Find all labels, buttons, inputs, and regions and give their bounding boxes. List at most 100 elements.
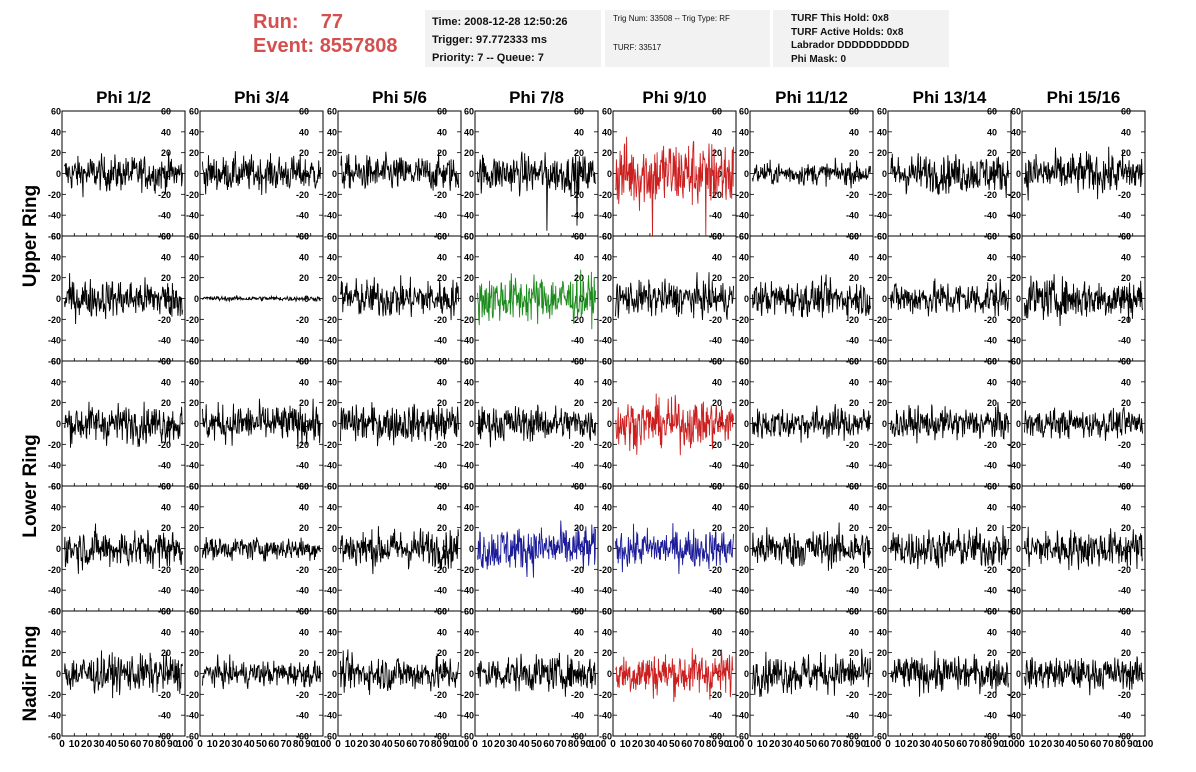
time-text: Time: 2008-12-28 12:50:26: [432, 16, 568, 28]
panel-r5-c7-waveform: [890, 650, 1009, 697]
panel-r2-c1-ylabel-left: 40: [51, 252, 61, 262]
panel-r5-c6-xlabel: 40: [794, 739, 806, 750]
panel-r4-c8-ylabel-right: 0: [1126, 544, 1131, 554]
panel-r3-c6-ylabel-right: -40: [846, 461, 859, 471]
panel-r3-c1-ylabel-left: 60: [51, 357, 61, 367]
panel-r4-c6-ylabel-left: -20: [736, 565, 749, 575]
panel-r2-c6-ylabel-left: 0: [744, 294, 749, 304]
column-header-6: Phi 11/12: [775, 88, 848, 107]
panel-r1-c6-ylabel-left: 20: [739, 148, 749, 158]
panel-r1-c1-ylabel-right: -20: [158, 190, 171, 200]
panel-r2-c1-ylabel-right: 20: [161, 273, 171, 283]
panel-r3-c2-ylabel-right: 60: [299, 357, 309, 367]
panel-r4-c2-ylabel-left: -20: [186, 565, 199, 575]
panel-r4-c4-ylabel-left: -40: [461, 586, 474, 596]
panel-r4-c1-ylabel-right: -20: [158, 565, 171, 575]
panel-r2-c5-ylabel-right: 0: [717, 294, 722, 304]
panel-r5-c4-ylabel-left: 60: [464, 607, 474, 617]
panel-r1-c5-ylabel-right: 20: [712, 148, 722, 158]
panel-r2-c8-ylabel-right: -20: [1118, 315, 1131, 325]
panel-r2-c1-ylabel-left: -60: [48, 357, 61, 367]
panel-r5-c7-ylabel-left: 0: [882, 669, 887, 679]
event-line: Event: 8557808: [253, 34, 418, 58]
panel-r2-c8-ylabel-left: 40: [1011, 252, 1021, 262]
panel-r5-c7-xlabel: 30: [919, 739, 931, 750]
panel-r5-c8-xlabel: 10: [1029, 739, 1041, 750]
panel-r1-c8-ylabel-right: 20: [1121, 148, 1131, 158]
panel-r1-c2-ylabel-right: 20: [299, 148, 309, 158]
panel-r5-c4-xlabel: 70: [556, 739, 568, 750]
panel-r5-c2-xlabel: 40: [244, 739, 256, 750]
panel-r5-c5-ylabel-right: 60: [712, 607, 722, 617]
panel-r5-c4-ylabel-right: 40: [574, 627, 584, 637]
panel-r5-c2-xlabel: 70: [281, 739, 293, 750]
panel-r3-c7-ylabel-left: -20: [874, 440, 887, 450]
panel-r5-c4-ylabel-left: -60: [461, 732, 474, 742]
panel-r3-c7-ylabel-left: 60: [877, 357, 887, 367]
panel-r1-c8-ylabel-left: -60: [1008, 232, 1021, 242]
panel-r4-c1-ylabel-left: -60: [48, 607, 61, 617]
panel-r4-c7-ylabel-left: 20: [877, 523, 887, 533]
panel-r4-c8-ylabel-right: -40: [1118, 586, 1131, 596]
panel-r5-c2-xlabel: 30: [231, 739, 243, 750]
panel-r2-c8-ylabel-right: 20: [1121, 273, 1131, 283]
panel-r5-c6-ylabel-right: 40: [849, 627, 859, 637]
panel-r1-c6-waveform: [752, 157, 871, 189]
panel-r2-c8-ylabel-right: 0: [1126, 294, 1131, 304]
panel-r5-c3-ylabel-left: 0: [332, 669, 337, 679]
panel-r3-c4-ylabel-right: -40: [571, 461, 584, 471]
panel-r2-c1-ylabel-left: -20: [48, 315, 61, 325]
panel-r5-c6-ylabel-right: -60: [846, 732, 859, 742]
panel-r3-c2-ylabel-right: 20: [299, 398, 309, 408]
panel-r4-c3-ylabel-left: 60: [327, 482, 337, 492]
panel-r3-c6-ylabel-left: 0: [744, 419, 749, 429]
panel-r5-c3-xlabel: 70: [419, 739, 431, 750]
panel-r1-c5-ylabel-left: 40: [602, 127, 612, 137]
panel-r3-c2-ylabel-left: 0: [194, 419, 199, 429]
panel-r5-c2-xlabel: 80: [293, 739, 305, 750]
panel-r1-c4-ylabel-right: 40: [574, 127, 584, 137]
panel-r4-c6-ylabel-left: 60: [739, 482, 749, 492]
panel-r4-c1-ylabel-right: 60: [161, 482, 171, 492]
panel-r5-c4-ylabel-left: -20: [461, 690, 474, 700]
panel-r4-c6-ylabel-right: 40: [849, 502, 859, 512]
panel-r4-c7-ylabel-right: 40: [987, 502, 997, 512]
panel-r4-c1-ylabel-right: -40: [158, 586, 171, 596]
panel-r3-c3-ylabel-left: 40: [327, 377, 337, 387]
panel-r3-c2-ylabel-right: -20: [296, 440, 309, 450]
panel-r3-c3-ylabel-left: -60: [324, 482, 337, 492]
panel-r2-c7-ylabel-right: -40: [984, 336, 997, 346]
panel-r3-c5-ylabel-right: -20: [709, 440, 722, 450]
panel-r2-c1-ylabel-left: 20: [51, 273, 61, 283]
panel-r3-c2-ylabel-left: 40: [189, 377, 199, 387]
panel-r2-c2-ylabel-right: 40: [299, 252, 309, 262]
panel-r2-c5-ylabel-right: 20: [712, 273, 722, 283]
panel-r3-c4-ylabel-left: 0: [469, 419, 474, 429]
panel-r5-c7-xlabel: 70: [969, 739, 981, 750]
panel-r5-c7-ylabel-right: -40: [984, 711, 997, 721]
panel-r4-c3-ylabel-left: 0: [332, 544, 337, 554]
panel-r4-c3-ylabel-left: 40: [327, 502, 337, 512]
panel-r2-c5-ylabel-right: 60: [712, 232, 722, 242]
panel-r2-c3-ylabel-left: -60: [324, 357, 337, 367]
panel-r4-c3-ylabel-right: 40: [437, 502, 447, 512]
panel-r2-c2-ylabel-left: 20: [189, 273, 199, 283]
ring-label-1: Upper Ring: [20, 185, 41, 287]
panel-r4-c5-ylabel-left: -40: [599, 586, 612, 596]
panel-r5-c8-xlabel: 80: [1115, 739, 1127, 750]
panel-r1-c2-waveform: [202, 151, 321, 196]
panel-r4-c4-ylabel-right: 40: [574, 502, 584, 512]
panel-r5-c2-ylabel-left: 0: [194, 669, 199, 679]
panel-r3-c8-ylabel-left: -20: [1008, 440, 1021, 450]
panel-r3-c7-ylabel-left: 0: [882, 419, 887, 429]
panel-r5-c3-ylabel-right: 40: [437, 627, 447, 637]
panel-r2-c6-ylabel-right: 60: [849, 232, 859, 242]
panel-r3-c8-ylabel-left: -60: [1008, 482, 1021, 492]
panel-r2-c5-ylabel-right: 40: [712, 252, 722, 262]
panel-r4-c7-ylabel-left: -20: [874, 565, 887, 575]
panel-r2-c8-ylabel-right: -40: [1118, 336, 1131, 346]
turf-info-box: TURF This Hold: 0x8 TURF Active Holds: 0…: [773, 10, 949, 67]
panel-r2-c7-ylabel-right: 60: [987, 232, 997, 242]
panel-r5-c3-ylabel-left: -20: [324, 690, 337, 700]
panel-r5-c7-ylabel-left: -60: [874, 732, 887, 742]
